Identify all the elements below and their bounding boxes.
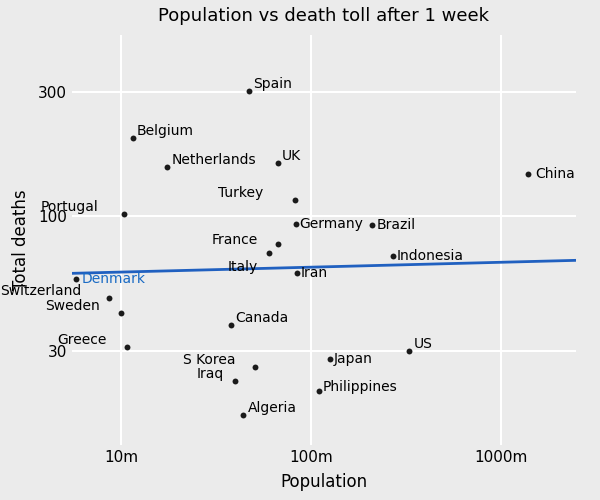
Text: Iran: Iran [301, 266, 328, 280]
Point [291, 220, 301, 228]
Point [116, 310, 126, 318]
Point [264, 248, 274, 256]
Text: Turkey: Turkey [218, 186, 263, 200]
Text: Portugal: Portugal [40, 200, 98, 213]
Text: Japan: Japan [334, 352, 373, 366]
Point [404, 347, 414, 355]
Text: UK: UK [282, 149, 301, 163]
Text: S Korea: S Korea [183, 353, 236, 367]
Y-axis label: Total deaths: Total deaths [12, 190, 30, 290]
Text: Philippines: Philippines [323, 380, 398, 394]
Point [104, 294, 113, 302]
Text: Denmark: Denmark [82, 272, 146, 286]
Point [119, 210, 128, 218]
Text: Algeria: Algeria [247, 401, 296, 415]
Text: Spain: Spain [253, 76, 292, 90]
Point [163, 162, 172, 170]
Point [71, 275, 81, 283]
Point [238, 411, 248, 419]
Text: Greece: Greece [58, 334, 107, 347]
Point [251, 363, 260, 371]
Point [290, 196, 299, 204]
Text: Switzerland: Switzerland [1, 284, 82, 298]
Text: Netherlands: Netherlands [172, 152, 256, 166]
Text: Iraq: Iraq [197, 367, 224, 381]
Point [128, 134, 137, 142]
X-axis label: Population: Population [280, 473, 368, 491]
Text: Sweden: Sweden [45, 300, 100, 314]
Point [314, 387, 323, 395]
Point [226, 320, 236, 328]
Text: Canada: Canada [235, 310, 289, 324]
Point [244, 86, 254, 94]
Title: Population vs death toll after 1 week: Population vs death toll after 1 week [158, 7, 490, 25]
Point [292, 269, 301, 277]
Text: Italy: Italy [227, 260, 257, 274]
Text: Brazil: Brazil [376, 218, 415, 232]
Point [122, 344, 131, 351]
Text: Indonesia: Indonesia [397, 249, 464, 263]
Point [230, 377, 240, 385]
Text: France: France [211, 232, 257, 246]
Point [367, 221, 377, 229]
Text: Belgium: Belgium [137, 124, 194, 138]
Point [273, 240, 283, 248]
Text: China: China [535, 167, 575, 181]
Point [325, 355, 335, 363]
Point [523, 170, 533, 178]
Text: Germany: Germany [300, 217, 364, 231]
Point [273, 159, 283, 167]
Point [388, 252, 397, 260]
Text: US: US [413, 337, 432, 351]
